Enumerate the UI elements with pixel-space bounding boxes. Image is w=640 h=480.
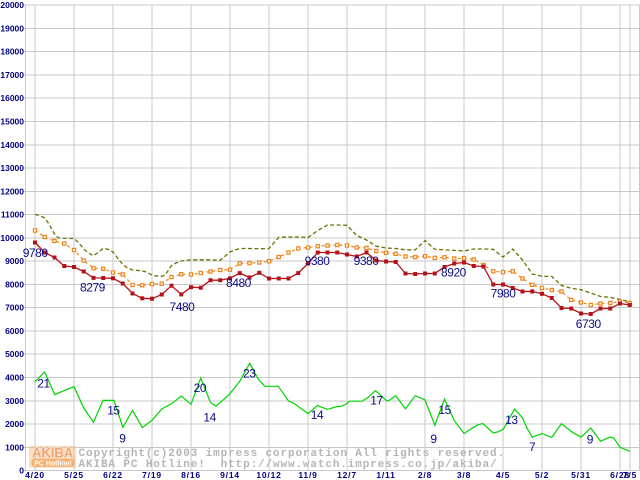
svg-text:8480: 8480 [226,276,252,290]
svg-text:23: 23 [243,366,256,380]
svg-text:5/31: 5/31 [571,470,591,480]
svg-text:9: 9 [587,432,594,446]
svg-text:0: 0 [19,466,24,476]
svg-text:11/9: 11/9 [298,470,317,480]
svg-text:9: 9 [430,432,437,446]
svg-text:6730: 6730 [576,317,602,331]
svg-text:AKIBA PC Hotline! http://www.: AKIBA PC Hotline! http://www.watch.impre… [79,459,498,471]
svg-text:17000: 17000 [0,70,24,80]
svg-text:20: 20 [194,381,207,395]
svg-text:7/19: 7/19 [142,470,162,480]
svg-text:4/20: 4/20 [25,470,45,480]
svg-text:21: 21 [37,376,50,390]
svg-text:14000: 14000 [0,140,24,150]
svg-text:14: 14 [311,408,324,422]
svg-text:15: 15 [107,404,120,418]
svg-text:13000: 13000 [0,163,24,173]
svg-text:7480: 7480 [170,300,196,314]
svg-text:4000: 4000 [5,373,24,383]
svg-text:7980: 7980 [491,287,517,301]
svg-text:3000: 3000 [5,396,24,406]
svg-text:7000: 7000 [5,303,24,313]
svg-text:15: 15 [438,403,451,417]
svg-text:3/8: 3/8 [457,470,471,480]
svg-text:6/28: 6/28 [610,470,630,480]
svg-text:8279: 8279 [80,280,106,294]
svg-text:16000: 16000 [0,93,24,103]
svg-text:12/7: 12/7 [337,470,357,480]
svg-text:7/5: 7/5 [623,470,637,480]
svg-text:8000: 8000 [5,279,24,289]
svg-text:11000: 11000 [1,210,24,220]
svg-text:1000: 1000 [5,442,24,452]
svg-text:5000: 5000 [5,349,24,359]
svg-text:20000: 20000 [0,0,24,10]
svg-text:4/5: 4/5 [496,470,510,480]
svg-text:9780: 9780 [23,246,49,260]
svg-text:7: 7 [529,440,536,454]
svg-text:10/12: 10/12 [256,470,281,480]
svg-text:8920: 8920 [441,266,467,280]
svg-text:12000: 12000 [0,186,24,196]
svg-text:10000: 10000 [0,233,24,243]
svg-text:6/22: 6/22 [103,470,123,480]
svg-text:PC Hotline!: PC Hotline! [34,460,72,467]
svg-text:8/16: 8/16 [181,470,201,480]
svg-text:9380: 9380 [305,254,331,268]
svg-text:9: 9 [119,432,126,446]
svg-text:18000: 18000 [0,47,24,57]
svg-text:9000: 9000 [5,256,24,266]
svg-text:5/2: 5/2 [535,470,549,480]
svg-text:9380: 9380 [354,254,380,268]
svg-text:13: 13 [505,413,518,427]
svg-text:15000: 15000 [0,116,24,126]
svg-text:2000: 2000 [5,419,24,429]
svg-text:9/14: 9/14 [220,470,240,480]
svg-text:Copyright(c)2003 impress corpo: Copyright(c)2003 impress corporation All… [79,448,505,460]
svg-text:17: 17 [370,394,383,408]
svg-text:14: 14 [203,410,216,424]
svg-text:6000: 6000 [5,326,24,336]
svg-text:19000: 19000 [0,23,24,33]
svg-text:5/25: 5/25 [64,470,84,480]
svg-text:1/11: 1/11 [376,470,395,480]
svg-text:2/8: 2/8 [418,470,432,480]
svg-text:AKIBA: AKIBA [32,446,74,461]
